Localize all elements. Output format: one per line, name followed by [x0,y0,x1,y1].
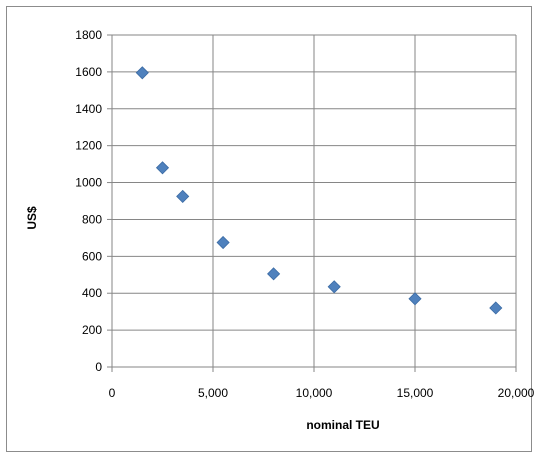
y-tick-label: 1200 [75,139,102,153]
x-tick-label: 0 [109,386,116,400]
data-point [155,161,170,175]
y-tick-label: 1400 [75,102,102,116]
y-tick-label: 0 [95,360,102,374]
y-tick-label: 1000 [75,176,102,190]
axes [107,34,517,372]
x-tick-label: 15,000 [397,386,434,400]
gridlines [112,34,517,367]
x-tick-label: 5,000 [198,386,228,400]
data-point [408,292,422,306]
data-point [216,235,230,250]
data-point [135,66,149,80]
y-axis-title: US$ [25,206,39,230]
y-tick-label: 600 [82,249,102,263]
y-tick-label: 1800 [75,28,102,42]
x-tick-label: 20,000 [498,386,535,400]
x-tick-labels: 0 5,000 10,000 15,000 20,000 [109,386,535,400]
y-tick-label: 400 [82,286,102,300]
data-points [135,66,503,315]
y-tick-label: 800 [82,212,102,226]
data-point [176,189,190,203]
data-point [327,280,341,294]
x-axis-title: nominal TEU [306,418,379,432]
data-point [267,267,281,281]
chart-frame [6,6,532,452]
y-tick-labels: 0 200 400 600 800 1000 1200 1400 1600 1800 [75,28,102,374]
data-point [489,301,503,315]
y-tick-label: 200 [82,323,102,337]
x-tick-label: 10,000 [296,386,333,400]
y-tick-label: 1600 [75,65,102,79]
